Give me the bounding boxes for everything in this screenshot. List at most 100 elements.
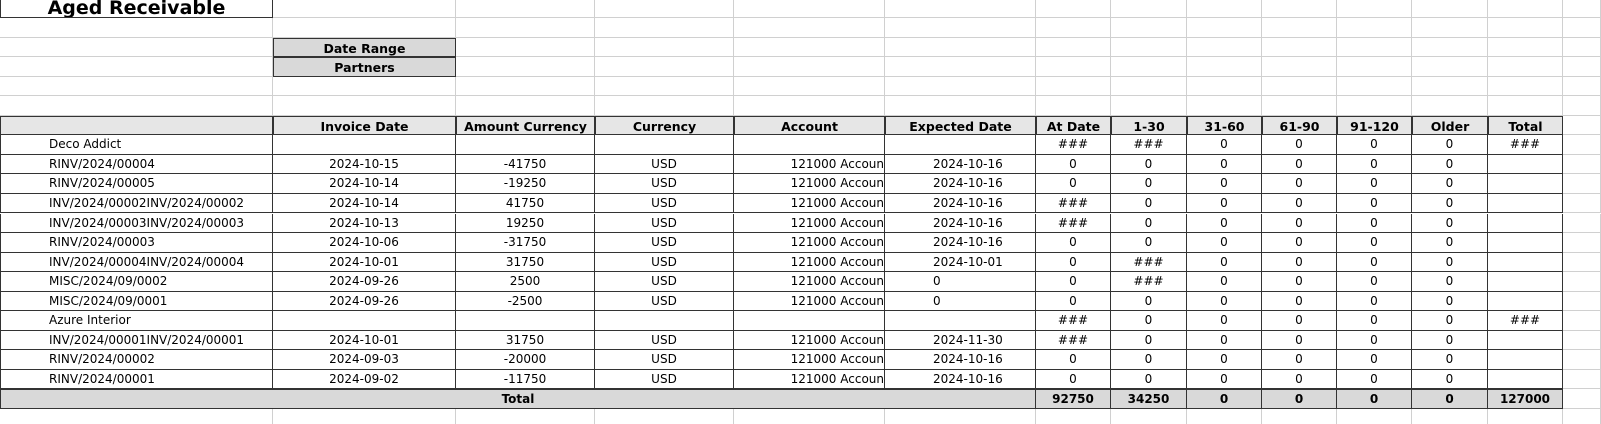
table-cell: 0 (1111, 350, 1187, 370)
grid-cell (1337, 37, 1412, 58)
total-value: 92750 (1036, 389, 1111, 409)
table-cell: 0 (1337, 174, 1412, 194)
table-cell: 121000 Accoun (734, 193, 885, 214)
row-label: RINV/2024/00001 (0, 369, 273, 390)
table-cell: 2024-10-16 (885, 154, 1036, 175)
grid-cell (456, 0, 595, 18)
row-label: RINV/2024/00003 (0, 233, 273, 253)
grid-cell (734, 409, 885, 424)
grid-cell (595, 57, 734, 77)
grid-cell (595, 18, 734, 38)
grid-cell (595, 37, 734, 58)
grid-cell (734, 37, 885, 58)
row-label: Deco Addict (0, 135, 273, 155)
table-cell: 0 (1036, 154, 1111, 175)
table-cell: ### (1036, 311, 1111, 331)
table-cell: 2024-10-01 (273, 252, 456, 273)
table-cell: 0 (1337, 233, 1412, 253)
grid-cell (1488, 76, 1563, 97)
column-header: At Date (1036, 115, 1111, 136)
grid-cell (1187, 96, 1262, 116)
total-value: 0 (1412, 389, 1488, 409)
table-cell (885, 311, 1036, 331)
table-cell (595, 135, 734, 155)
column-header: Currency (595, 115, 734, 136)
grid-cell (1563, 0, 1601, 18)
grid-cell (1337, 18, 1412, 38)
table-cell: 2024-10-14 (273, 193, 456, 214)
table-cell: 0 (1262, 350, 1337, 370)
table-cell: 0 (1337, 154, 1412, 175)
table-cell: 0 (1187, 154, 1262, 175)
filter-label: Partners (273, 57, 456, 77)
grid-cell (1187, 0, 1262, 18)
table-cell: USD (595, 154, 734, 175)
grid-cell (1563, 96, 1601, 116)
table-cell: 0 (1262, 233, 1337, 253)
total-value: 0 (1262, 389, 1337, 409)
row-label: RINV/2024/00004 (0, 154, 273, 175)
table-cell: 2024-09-26 (273, 291, 456, 312)
table-cell: 2024-10-16 (885, 233, 1036, 253)
grid-cell (1563, 174, 1601, 194)
row-label: INV/2024/00003INV/2024/00003 (0, 213, 273, 234)
table-cell: 0 (1412, 369, 1488, 390)
table-cell (734, 311, 885, 331)
grid-cell (456, 409, 595, 424)
table-cell: 0 (1111, 369, 1187, 390)
column-header: 91-120 (1337, 115, 1412, 136)
table-cell: 0 (1111, 174, 1187, 194)
grid-cell (1036, 96, 1111, 116)
grid-cell (1563, 76, 1601, 97)
grid-cell (1262, 96, 1337, 116)
table-cell: 0 (1412, 154, 1488, 175)
row-label: RINV/2024/00002 (0, 350, 273, 370)
table-cell (1488, 154, 1563, 175)
table-cell: 0 (885, 291, 1036, 312)
table-cell: 2024-10-15 (273, 154, 456, 175)
table-cell: 0 (1187, 330, 1262, 351)
table-cell: 0 (1412, 252, 1488, 273)
table-cell: 2024-10-01 (273, 330, 456, 351)
table-cell (456, 311, 595, 331)
grid-cell (1262, 76, 1337, 97)
table-cell: ### (1111, 135, 1187, 155)
row-label: MISC/2024/09/0001 (0, 291, 273, 312)
grid-cell (1337, 96, 1412, 116)
table-cell: 0 (1036, 350, 1111, 370)
table-cell: -11750 (456, 369, 595, 390)
grid-cell (1563, 369, 1601, 390)
table-cell: 0 (1262, 252, 1337, 273)
grid-cell (273, 76, 456, 97)
table-cell (1488, 291, 1563, 312)
table-cell: 121000 Accoun (734, 252, 885, 273)
grid-cell (1563, 154, 1601, 175)
table-cell: 121000 Accoun (734, 174, 885, 194)
grid-cell (885, 18, 1036, 38)
grid-cell (1111, 76, 1187, 97)
grid-cell (1337, 409, 1412, 424)
table-cell (1488, 350, 1563, 370)
table-cell: 0 (1412, 291, 1488, 312)
table-cell: ### (1036, 135, 1111, 155)
row-label: MISC/2024/09/0002 (0, 272, 273, 292)
grid-cell (456, 57, 595, 77)
grid-cell (1262, 0, 1337, 18)
grid-cell (1111, 37, 1187, 58)
grid-cell (0, 18, 273, 38)
grid-cell (1563, 57, 1601, 77)
table-cell: 0 (1337, 135, 1412, 155)
total-value: 0 (1337, 389, 1412, 409)
table-cell: 0 (1412, 272, 1488, 292)
column-header: Invoice Date (273, 115, 456, 136)
grid-cell (1563, 18, 1601, 38)
table-cell: 2024-10-16 (885, 174, 1036, 194)
grid-cell (885, 409, 1036, 424)
table-cell: 0 (1412, 135, 1488, 155)
grid-cell (1563, 330, 1601, 351)
table-cell: 0 (1262, 291, 1337, 312)
grid-cell (273, 0, 456, 18)
table-cell: 0 (1111, 311, 1187, 331)
table-cell: -19250 (456, 174, 595, 194)
row-label: RINV/2024/00005 (0, 174, 273, 194)
